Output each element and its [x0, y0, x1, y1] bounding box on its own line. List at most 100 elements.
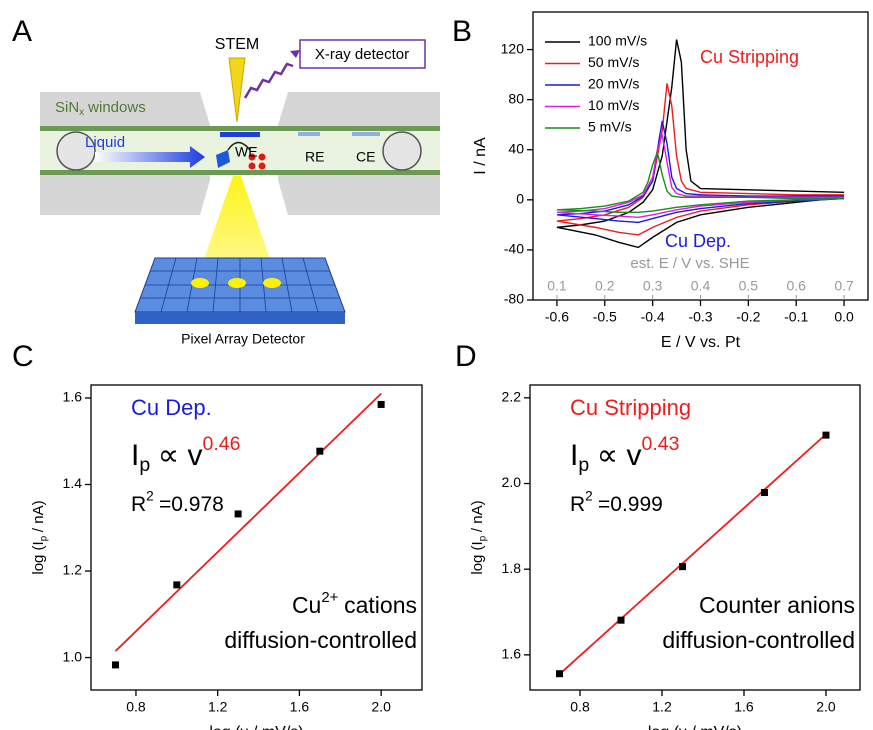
subscript: p — [578, 454, 589, 476]
annotation: Counter anions — [699, 592, 855, 618]
membrane-bottom — [40, 170, 440, 175]
text-part: / nA) — [469, 500, 486, 532]
x-tick-label: 1.6 — [734, 699, 754, 715]
panel-label: A — [12, 15, 32, 48]
text-part: =0.978 — [159, 493, 224, 516]
particle — [216, 150, 230, 168]
x-tick-label: 1.6 — [290, 699, 310, 715]
x-tick-label: -0.2 — [736, 309, 760, 325]
label: SiNx windows — [55, 99, 146, 118]
data-line — [556, 134, 845, 219]
panel-label: D — [455, 340, 477, 373]
annotation: Cu Stripping — [570, 395, 691, 420]
x-tick-label: 0.0 — [834, 309, 854, 325]
x-tick-label: -0.3 — [688, 309, 712, 325]
xray-arrowhead — [290, 50, 300, 58]
superscript: 2 — [585, 488, 593, 503]
x-tick-label: -0.6 — [545, 309, 569, 325]
annotation: R2 =0.999 — [570, 488, 663, 515]
x-tick-label: 1.2 — [652, 699, 672, 715]
y-tick-label: 80 — [508, 90, 524, 106]
text-part: diffusion-controlled — [224, 627, 417, 653]
panel-label: C — [12, 340, 34, 373]
point — [234, 510, 242, 518]
y-tick-label: 2.2 — [502, 389, 522, 405]
data-line — [114, 393, 382, 652]
text-part: log (I — [30, 541, 47, 574]
x-tick-label: 1.2 — [208, 699, 228, 715]
annotation: Cu Dep. — [665, 231, 731, 251]
text-part: Cu — [292, 592, 321, 618]
y-tick-label: 40 — [508, 140, 524, 156]
annotation: diffusion-controlled — [224, 627, 417, 653]
annotation: Ip ∝ v0.46 — [131, 433, 240, 476]
label: STEM — [215, 36, 259, 53]
membrane-top — [40, 126, 440, 131]
y-tick-label: 2.0 — [502, 474, 522, 490]
x-tick-label: 0.8 — [570, 699, 590, 715]
x2-axis-title: est. E / V vs. SHE — [630, 255, 749, 272]
legend-label: 10 mV/s — [588, 97, 639, 113]
plot-frame — [90, 384, 423, 691]
annotation: Cu Stripping — [700, 47, 799, 67]
y-tick-label: 1.8 — [502, 560, 522, 576]
y-tick-label: 1.6 — [63, 389, 83, 405]
annotation: R2 =0.978 — [131, 488, 224, 515]
label: RE — [305, 149, 324, 165]
panel-label: B — [452, 15, 472, 48]
label: Liquid — [85, 134, 125, 151]
text-part: I — [131, 439, 139, 472]
point — [112, 661, 120, 669]
plot-frame — [529, 384, 861, 691]
superscript: 2+ — [321, 589, 338, 606]
y-tick-label: -40 — [504, 241, 524, 257]
flow-arrow — [95, 146, 205, 168]
oring — [382, 131, 422, 171]
x2-tick-label: 0.7 — [834, 278, 854, 294]
subscript: p — [477, 535, 488, 541]
y-axis-title: I / nA — [472, 137, 489, 175]
superscript: 0.43 — [641, 433, 679, 455]
point — [678, 563, 686, 571]
diagram: A STEM X-ray detector SiNx windows Liquid… — [12, 15, 440, 347]
electrode-ce — [352, 132, 380, 136]
y-tick-label: 120 — [501, 40, 525, 56]
data-line — [558, 433, 827, 675]
annotation: Cu Dep. — [131, 395, 212, 420]
point — [556, 670, 564, 678]
electrode-re — [298, 132, 320, 136]
text-part: Counter anions — [699, 592, 855, 618]
diffraction-spots — [191, 278, 281, 288]
data-line — [556, 83, 845, 236]
ions — [248, 153, 266, 170]
x-tick-label: 2.0 — [371, 699, 391, 715]
x2-tick-label: 0.1 — [547, 278, 567, 294]
point — [377, 400, 385, 408]
superscript: 2 — [146, 488, 154, 503]
legend-label: 5 mV/s — [588, 119, 632, 135]
y-tick-label: 1.2 — [63, 562, 83, 578]
text-part: diffusion-controlled — [662, 627, 855, 653]
point — [760, 489, 768, 497]
xray-wave — [243, 62, 294, 99]
x-tick-label: 0.8 — [126, 699, 146, 715]
x2-tick-label: 0.6 — [786, 278, 806, 294]
data-line — [556, 120, 845, 224]
y-axis-title: log (Ip / nA) — [469, 500, 488, 574]
point — [822, 431, 830, 439]
label-part: windows — [87, 99, 146, 116]
label: WE — [235, 144, 258, 160]
legend-label: 20 mV/s — [588, 76, 639, 92]
y-tick-label: -80 — [504, 291, 524, 307]
xray-box — [299, 39, 426, 69]
stem-probe — [228, 57, 246, 123]
x2-tick-label: 0.3 — [643, 278, 663, 294]
x-axis-title: log (ν / mV/s) — [209, 724, 303, 730]
annotation: Ip ∝ v0.43 — [570, 433, 679, 476]
annotation: diffusion-controlled — [662, 627, 855, 653]
legend-label: 50 mV/s — [588, 54, 639, 70]
y-tick-label: 1.0 — [63, 648, 83, 664]
y-tick-label: 1.6 — [502, 646, 522, 662]
legend-label: 100 mV/s — [588, 33, 647, 49]
x2-tick-label: 0.5 — [739, 278, 759, 294]
